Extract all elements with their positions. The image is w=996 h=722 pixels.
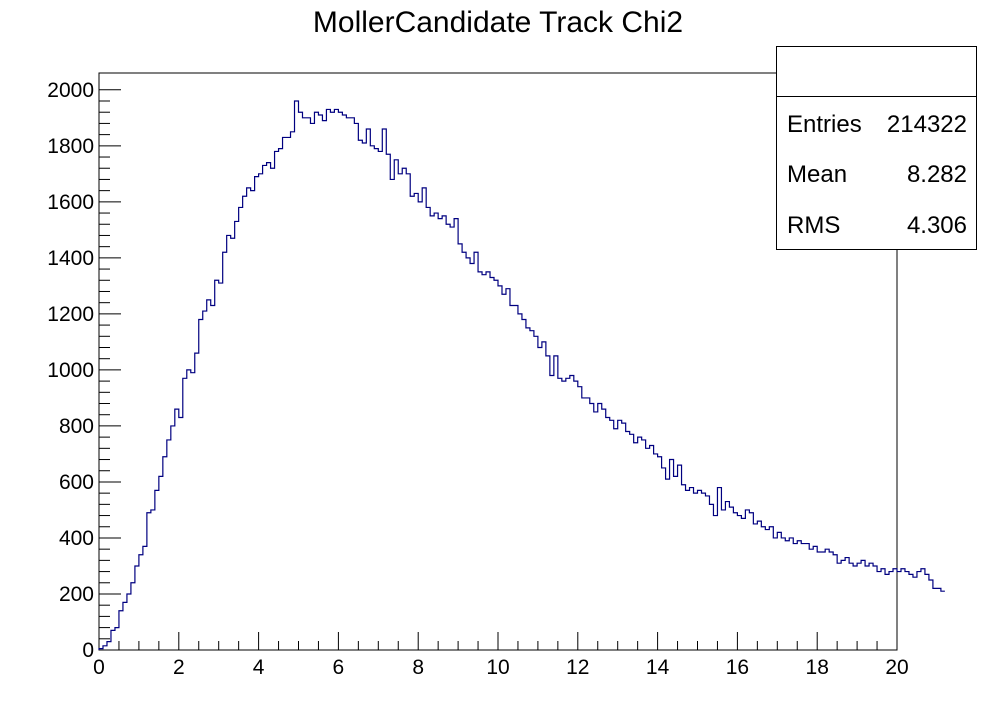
- y-tick-label: 800: [59, 415, 94, 438]
- histogram-series-line: [98, 100, 945, 650]
- x-tick-label: 10: [486, 656, 509, 679]
- stats-rms-value: 4.306: [906, 212, 967, 239]
- y-tick-label: 1400: [47, 247, 94, 270]
- y-tick-label: 1800: [47, 135, 94, 158]
- y-tick-label: 400: [59, 527, 94, 550]
- y-tick-label: 0: [82, 639, 94, 662]
- x-tick-label: 16: [726, 656, 749, 679]
- x-tick-label: 12: [566, 656, 589, 679]
- stats-rms-label: RMS: [787, 212, 841, 239]
- y-tick-label: 1600: [47, 191, 94, 214]
- x-tick-label: 18: [806, 656, 829, 679]
- y-tick-label: 600: [59, 471, 94, 494]
- stats-box: Entries 214322 Mean 8.282 RMS 4.306: [776, 46, 977, 250]
- stats-entries-value: 214322: [886, 111, 967, 138]
- x-tick-label: 8: [412, 656, 424, 679]
- y-tick-label: 2000: [47, 79, 94, 102]
- x-tick-label: 2: [173, 656, 185, 679]
- x-tick-label: 4: [253, 656, 265, 679]
- stats-mean-value: 8.282: [906, 161, 967, 188]
- stats-mean-label: Mean: [787, 161, 848, 188]
- x-axis: 0 2 4 6 8 10 12 14 16 18 20: [93, 632, 909, 679]
- y-tick-label: 200: [59, 583, 94, 606]
- chart-title: MollerCandidate Track Chi2: [312, 6, 684, 39]
- stats-entries-label: Entries: [787, 111, 862, 138]
- x-tick-label: 14: [646, 656, 670, 679]
- y-tick-label: 1200: [47, 303, 94, 326]
- x-tick-label: 20: [885, 656, 908, 679]
- y-axis: 0 200 400 600 800 1000 1200 1400 1600 1800 2000: [47, 79, 121, 662]
- x-tick-label: 6: [333, 656, 345, 679]
- x-tick-label: 0: [93, 656, 105, 679]
- stats-box-header-divider: [777, 96, 976, 97]
- y-tick-label: 1000: [47, 359, 94, 382]
